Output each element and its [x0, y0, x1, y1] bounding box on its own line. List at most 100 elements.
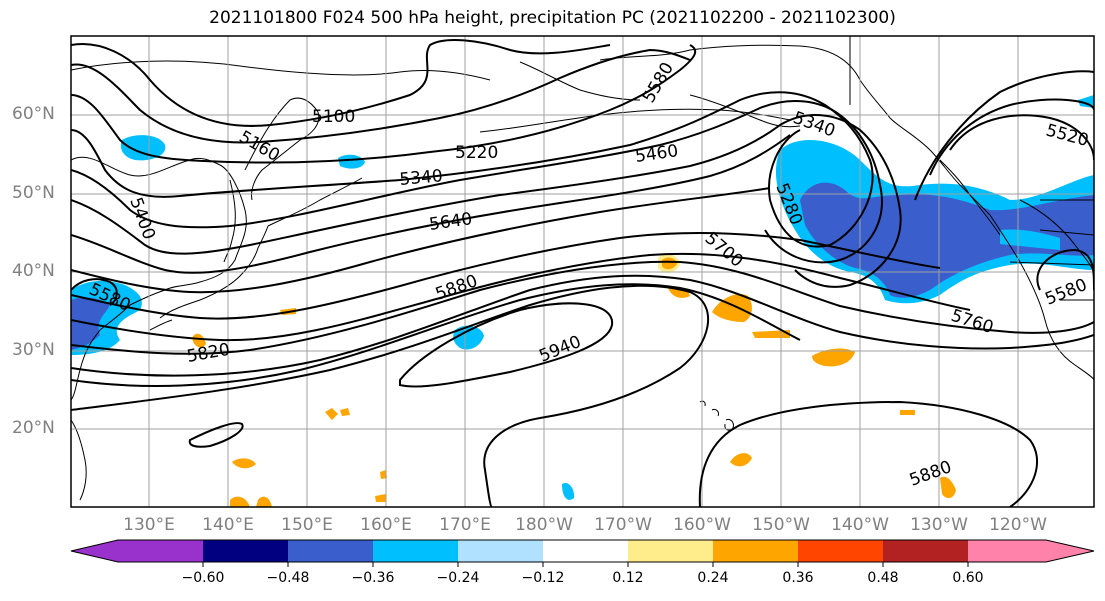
contour-5460-east: [929, 98, 1094, 176]
contour-5400-east: [914, 70, 1094, 201]
shade-orange-14: [340, 408, 350, 416]
contour-5340-west: [71, 99, 883, 264]
colorbar-segment: [543, 540, 628, 562]
contour-5580: [71, 231, 941, 320]
colorbar-tick-label: 0.48: [867, 570, 899, 586]
lon-label: 120°W: [989, 515, 1047, 535]
state-border-3: [1039, 229, 1094, 236]
colorbar-segment: [373, 540, 458, 562]
colorbar-segment: [968, 540, 1046, 562]
map-title: 2021101800 F024 500 hPa height, precipit…: [209, 8, 896, 28]
contour-5640: [71, 252, 971, 342]
shade-orange-8: [232, 458, 256, 469]
colorbar-segment: [883, 540, 968, 562]
colorbar-segment: [118, 540, 203, 562]
coast-siberia-north: [71, 60, 491, 81]
coast-bering: [519, 61, 641, 101]
colorbar-tick-label: −0.36: [351, 570, 395, 586]
contour-5520-east: [949, 114, 1094, 161]
contour-5160: [71, 48, 691, 144]
lon-label: 130°W: [910, 515, 968, 535]
lon-label: 170°E: [439, 515, 491, 535]
contour-5880-north: [71, 284, 709, 507]
lat-label-20n: 20°N: [12, 418, 55, 438]
lon-label: 170°W: [594, 515, 652, 535]
shade-ne-pacific-inner: [800, 182, 1094, 298]
shade-blue-spot-1: [120, 135, 166, 161]
lat-label-40n: 40°N: [12, 261, 55, 281]
contour-5700: [71, 260, 1094, 355]
shade-orange-13: [325, 408, 338, 420]
state-border-4: [1009, 261, 1094, 266]
map-frame: [70, 35, 1095, 508]
shade-orange-15: [375, 494, 386, 502]
coast-alaska-peninsula: [689, 94, 801, 128]
colorbar-outline: [70, 539, 1095, 563]
coast-japan: [149, 225, 269, 331]
coast-philippines: [71, 419, 87, 501]
contour-label: 5220: [455, 143, 498, 163]
contour-5460: [71, 134, 791, 274]
lon-label: 150°W: [752, 515, 810, 535]
shade-blue-spot-3: [453, 325, 484, 350]
contour-5220: [71, 44, 697, 164]
gridlines: [71, 36, 1094, 507]
lat-label-50n: 50°N: [12, 183, 55, 203]
lat-label-60n: 60°N: [12, 104, 55, 124]
lon-label: 160°W: [673, 515, 731, 535]
colorbar-tick-label: 0.60: [952, 570, 984, 586]
coast-alaska: [599, 44, 1094, 381]
shade-orange-11: [192, 333, 206, 348]
colorbar-segment: [713, 540, 798, 562]
colorbar: [70, 539, 1095, 567]
shade-blue-spot-4: [562, 482, 575, 500]
colorbar-extend-high: [1046, 540, 1094, 562]
contour-5100: [71, 38, 611, 127]
lon-label: 140°E: [202, 515, 254, 535]
contour-5880-hawaii-small: [188, 422, 244, 448]
colorbar-segment: [798, 540, 883, 562]
colorbar-tick-label: 0.24: [697, 570, 729, 586]
colorbar-tick-label: −0.60: [181, 570, 225, 586]
shade-orange-5: [812, 348, 855, 367]
coast-sakhalin: [223, 179, 236, 263]
lat-label-30n: 30°N: [12, 340, 55, 360]
lon-label: 140°W: [831, 515, 889, 535]
shade-orange-17: [380, 470, 387, 479]
contour-5940: [399, 302, 614, 388]
lon-label: 180°W: [515, 515, 573, 535]
colorbar-segment: [288, 540, 373, 562]
colorbar-tick-label: 0.12: [612, 570, 644, 586]
contour-5760: [71, 274, 1094, 377]
contour-label: 5340: [399, 166, 444, 190]
colorbar-tick-label: −0.24: [436, 570, 480, 586]
contour-5520: [71, 187, 771, 294]
colorbar-segment: [628, 540, 713, 562]
coast-north-america: [1019, 199, 1094, 276]
shade-orange-10: [256, 496, 272, 507]
shade-orange-9: [230, 496, 250, 507]
shade-orange-6: [730, 453, 752, 467]
coast-aleutians: [479, 108, 791, 133]
colorbar-tick-label: 0.36: [782, 570, 814, 586]
shade-ne-pacific-core: [1000, 229, 1060, 250]
shade-orange-16: [900, 410, 915, 415]
lon-label: 150°E: [281, 515, 333, 535]
shade-blue-spot-2: [338, 154, 365, 169]
lon-label: 160°E: [360, 515, 412, 535]
shade-orange-1b: [662, 257, 677, 270]
colorbar-tick-label: −0.48: [266, 570, 310, 586]
height-contours: [71, 38, 1094, 507]
colorbar-segment: [203, 540, 288, 562]
coast-bc: [939, 159, 1001, 236]
contour-5880-south: [698, 400, 1039, 507]
contour-5400: [71, 114, 902, 288]
contour-5820: [71, 283, 801, 387]
colorbar-extend-low: [71, 540, 118, 562]
contour-5580-west: [71, 278, 118, 306]
lon-label: 130°E: [123, 515, 175, 535]
contour-5280: [71, 91, 874, 248]
colorbar-tick-label: −0.12: [521, 570, 565, 586]
contour-label: 5100: [312, 107, 355, 127]
